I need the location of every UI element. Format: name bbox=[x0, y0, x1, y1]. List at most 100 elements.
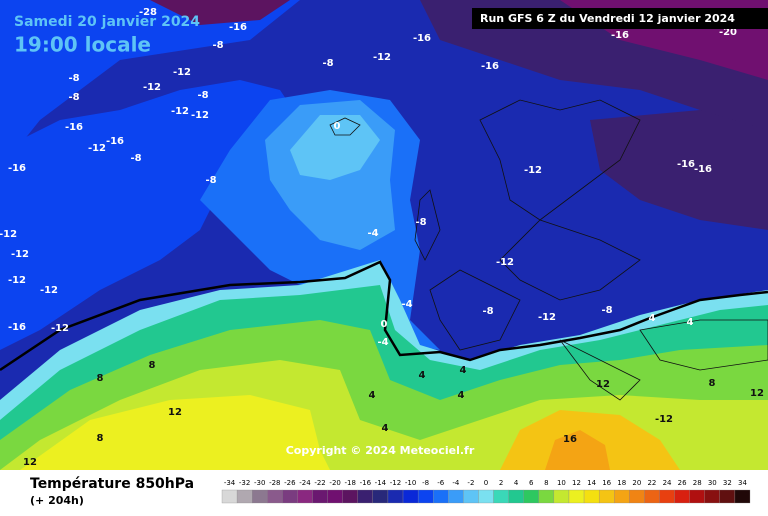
legend-swatch bbox=[312, 489, 328, 504]
legend-swatch bbox=[719, 489, 736, 504]
contour-label: 8 bbox=[709, 378, 716, 389]
legend-tick-label: -30 bbox=[254, 479, 265, 487]
legend-swatch bbox=[282, 489, 298, 504]
legend-tick-label: 2 bbox=[499, 479, 503, 487]
area-warmer bbox=[20, 395, 330, 470]
contour-label: -4 bbox=[377, 337, 388, 348]
legend-tick-label: -10 bbox=[405, 479, 416, 487]
contour-label: 4 bbox=[382, 423, 389, 434]
legend-tick-label: 28 bbox=[693, 479, 702, 487]
contour-label: -12 bbox=[40, 285, 58, 296]
legend-swatch bbox=[659, 489, 675, 504]
contour-label: -20 bbox=[719, 27, 737, 38]
contour-label: -8 bbox=[322, 58, 333, 69]
legend-swatch bbox=[342, 489, 358, 504]
legend-tick-label: -20 bbox=[329, 479, 340, 487]
contour-label: 16 bbox=[563, 434, 577, 445]
legend-swatch bbox=[463, 489, 479, 504]
legend-swatch bbox=[689, 489, 705, 504]
legend-tick-label: -22 bbox=[314, 479, 325, 487]
contour-label: 12 bbox=[168, 407, 182, 418]
legend-swatch bbox=[387, 489, 404, 504]
contour-label: 4 bbox=[649, 313, 656, 324]
contour-label: 4 bbox=[687, 317, 694, 328]
valid-time: 19:00 locale bbox=[14, 33, 151, 57]
contour-label: 12 bbox=[750, 388, 764, 399]
legend-swatch bbox=[583, 489, 600, 504]
legend-tick-label: 10 bbox=[557, 479, 566, 487]
legend-tick-label: -6 bbox=[437, 479, 445, 487]
map: -28-16-16-12-8 -16-16 -20-8-12-8-8-12-8-12… bbox=[0, 0, 768, 470]
contour-label: 0 bbox=[334, 121, 341, 132]
contour-label: -12 bbox=[11, 249, 29, 260]
contour-label: 8 bbox=[97, 373, 104, 384]
legend-tick-label: 0 bbox=[484, 479, 488, 487]
contour-label: 4 bbox=[460, 365, 467, 376]
contour-label: -12 bbox=[88, 143, 106, 154]
legend-tick-label: 24 bbox=[663, 479, 672, 487]
contour-label: -16 bbox=[481, 61, 499, 72]
legend-swatch bbox=[508, 489, 524, 504]
legend-swatch bbox=[553, 489, 570, 504]
contour-label: -12 bbox=[538, 312, 556, 323]
contour-labels: -28-16-16-12-8 -16-16 -20-8-12-8-8-12-8-12… bbox=[0, 7, 764, 468]
area-mild bbox=[290, 115, 380, 180]
legend-tick-label: 32 bbox=[723, 479, 732, 487]
contour-label: 12 bbox=[23, 457, 37, 468]
contour-label: -12 bbox=[143, 82, 161, 93]
color-legend: -34 -32 -30 -28 -26 -24 -22 -20 -18 -16 -14 -12 -10-… bbox=[221, 479, 751, 504]
contour-label: -4 bbox=[401, 299, 412, 310]
run-info: Run GFS 6 Z du Vendredi 12 janvier 2024 bbox=[480, 12, 735, 25]
coastlines bbox=[329, 99, 768, 401]
legend-swatch bbox=[629, 489, 645, 504]
legend-tick-label: -12 bbox=[390, 479, 401, 487]
legend-swatch bbox=[372, 489, 389, 504]
contour-label: -12 bbox=[0, 229, 17, 240]
contour-label: -12 bbox=[191, 110, 209, 121]
contour-label: -12 bbox=[655, 414, 673, 425]
lead-time: (+ 204h) bbox=[30, 494, 84, 507]
contour-label: -8 bbox=[130, 153, 141, 164]
legend-swatch bbox=[704, 489, 720, 504]
legend-swatch bbox=[327, 489, 343, 504]
legend-tick-label: 34 bbox=[738, 479, 747, 487]
valid-date: Samedi 20 janvier 2024 bbox=[14, 14, 200, 30]
contour-label: -16 bbox=[106, 136, 124, 147]
contour-label: -16 bbox=[8, 163, 26, 174]
legend-tick-label: -16 bbox=[360, 479, 372, 487]
legend-swatch bbox=[493, 489, 509, 504]
contour-label: -12 bbox=[8, 275, 26, 286]
legend-swatch bbox=[221, 489, 238, 504]
contour-label: -8 bbox=[415, 217, 426, 228]
contour-label: 12 bbox=[596, 379, 610, 390]
legend-tick-label: 14 bbox=[587, 479, 596, 487]
area-cold bbox=[0, 80, 300, 350]
legend-swatch bbox=[734, 489, 751, 504]
legend-swatch bbox=[402, 489, 419, 504]
contour-label: -12 bbox=[373, 52, 391, 63]
legend-tick-label: -34 bbox=[224, 479, 236, 487]
contour-label: -8 bbox=[68, 73, 79, 84]
legend-tick-label: -14 bbox=[375, 479, 387, 487]
legend-tick-label: 30 bbox=[708, 479, 717, 487]
legend-tick-label: 12 bbox=[572, 479, 581, 487]
legend-swatch bbox=[297, 489, 313, 504]
legend-tick-label: 6 bbox=[529, 479, 534, 487]
contour-label: 4 bbox=[369, 390, 376, 401]
legend-swatch bbox=[674, 489, 690, 504]
legend-tick-label: 8 bbox=[544, 479, 548, 487]
legend-tick-label: 26 bbox=[678, 479, 687, 487]
legend-tick-label: -32 bbox=[239, 479, 250, 487]
area-very-cold bbox=[150, 0, 290, 25]
contour-label: 0 bbox=[381, 319, 388, 330]
legend-tick-label: 18 bbox=[617, 479, 626, 487]
contour-label: -8 bbox=[482, 306, 493, 317]
contour-label: -16 bbox=[677, 159, 695, 170]
zero-contour bbox=[0, 260, 768, 372]
legend-tick-label: -26 bbox=[284, 479, 296, 487]
legend-swatch bbox=[252, 489, 268, 504]
contour-label: -28 bbox=[139, 7, 157, 18]
legend-tick-label: -2 bbox=[467, 479, 474, 487]
area-hot bbox=[545, 430, 610, 470]
area-very-cold bbox=[590, 110, 768, 230]
